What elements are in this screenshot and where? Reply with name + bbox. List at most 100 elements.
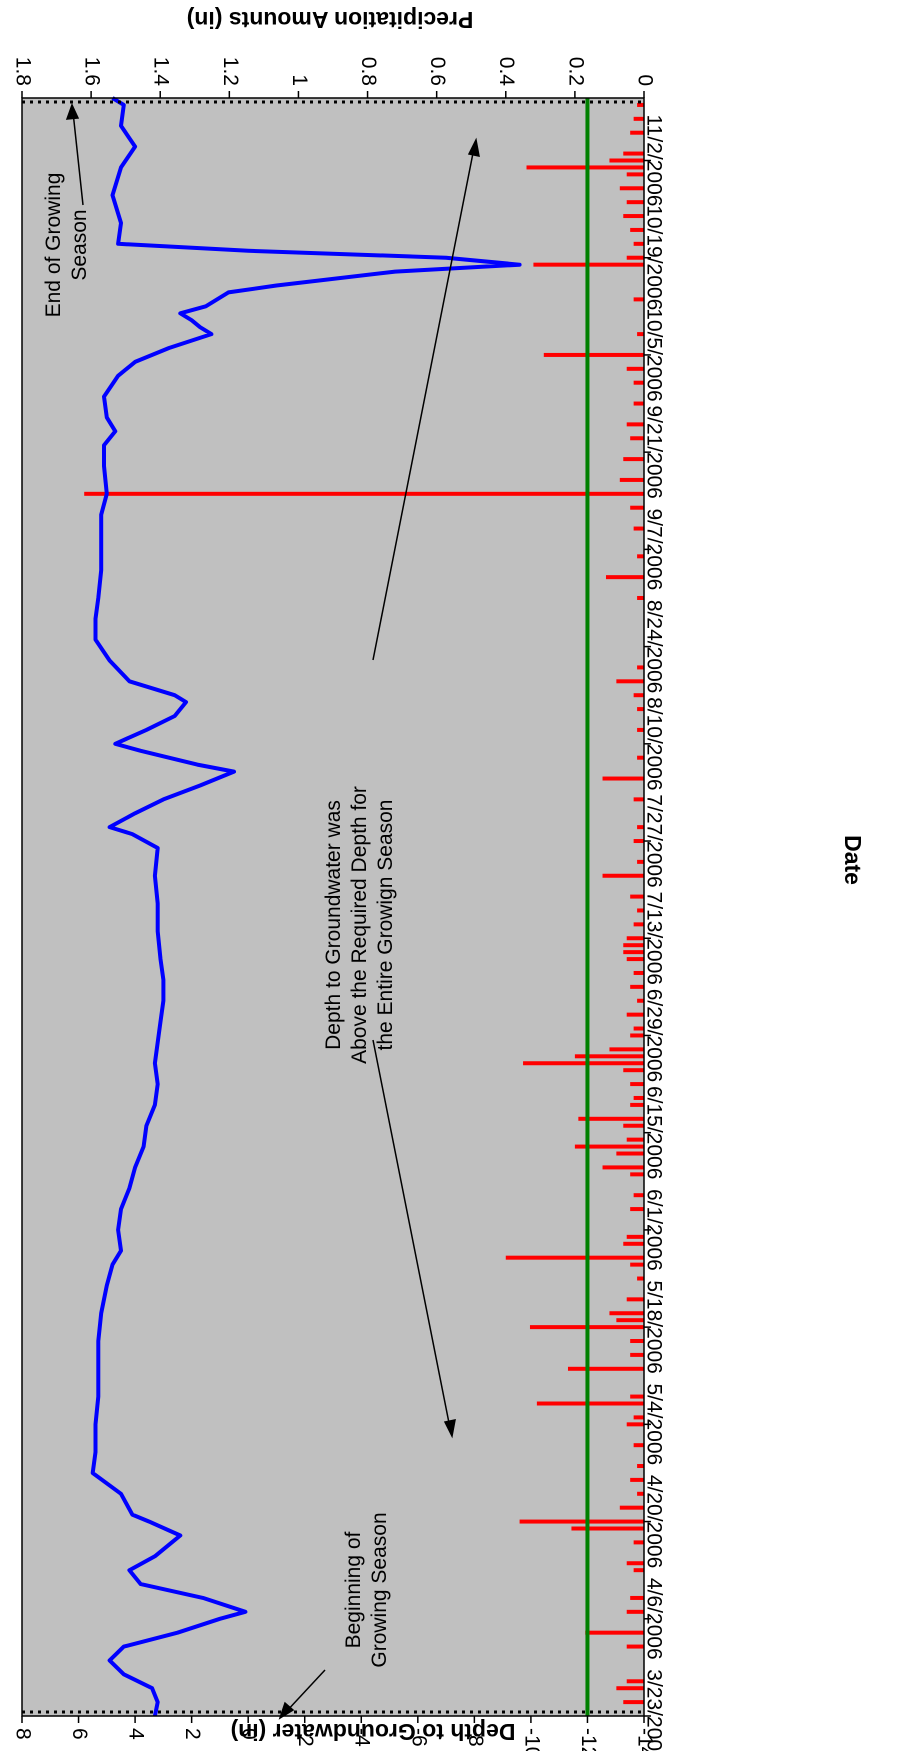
precip-bar-40 [623,1123,644,1128]
precip-bar-99 [609,158,644,163]
left-tick-label-9: -10 [520,1728,543,1751]
precip-bar-68 [637,755,644,760]
precip-bar-31 [623,1241,644,1246]
precip-bar-79 [84,491,644,496]
precip-bar-11 [519,1519,644,1524]
date-tick-label-6: 6/15/2006 [643,1086,666,1179]
arrow-end [72,111,84,206]
date-tick-label-7: 6/29/2006 [643,989,666,1082]
precip-bar-103 [637,102,644,107]
precip-bar-77 [633,526,644,531]
precip-bar-85 [633,380,644,385]
precip-bar-15 [637,1464,644,1469]
right-tick-label-3: 1.2 [219,57,242,86]
annotation-arrows [65,103,480,1720]
precip-bar-78 [630,505,644,510]
precip-bar-45 [623,1068,644,1073]
precip-bar-92 [633,241,644,246]
precip-bar-83 [626,422,644,427]
precip-bar-12 [619,1505,644,1510]
precip-bar-62 [602,873,644,878]
precip-bar-67 [602,776,644,781]
arrow-end-head [65,103,80,120]
right-axis-title: Precipitation Amounts (in) [187,7,474,33]
precip-bar-34 [633,1193,644,1198]
arrow-middle-down [372,1039,451,1429]
precip-bar-102 [633,116,644,121]
annotation-middle-line2: Above the Required Depth for [348,786,371,1064]
precip-bar-66 [633,797,644,802]
annotation-end: End of Growing Season [42,173,91,318]
annotation-middle: Depth to Groundwater was Above the Requi… [322,786,397,1064]
right-tick-label-9: 0 [633,74,656,86]
precip-bar-70 [637,707,644,712]
right-tick-label-7: 0.4 [495,57,518,87]
date-tick-label-13: 9/21/2006 [643,405,666,498]
left-tick-label-5: -2 [294,1728,317,1747]
precip-bar-84 [633,401,644,406]
precip-bar-98 [526,165,644,170]
precip-bar-43 [633,1095,644,1100]
left-axis-title: Depth to Groundwater (in) [231,1719,516,1745]
date-tick-label-8: 7/13/2006 [643,892,666,985]
left-tick-label-11: -14 [633,1728,656,1751]
precip-bar-8 [626,1561,644,1566]
precip-bar-28 [637,1276,644,1281]
precip-bar-17 [626,1422,644,1427]
precip-bar-69 [637,727,644,732]
precip-bar-48 [609,1047,644,1052]
x-axis-title: Date [840,835,866,885]
precip-bar-44 [630,1082,644,1087]
precip-bar-4 [585,1630,644,1635]
precip-bar-30 [505,1255,644,1260]
precip-bar-50 [633,1026,644,1031]
right-tick-label-1: 1.6 [81,57,104,86]
date-tick-label-14: 10/5/2006 [643,308,666,401]
precip-bar-36 [602,1165,644,1170]
date-tick-label-4: 5/18/2006 [643,1280,666,1373]
precip-bar-60 [637,908,644,913]
precip-bar-63 [637,859,644,864]
left-tick-label-8: -8 [464,1728,487,1747]
annotation-middle-line3: the Entire Growign Season [374,800,397,1051]
precip-bar-93 [630,227,644,232]
left-tick-label-4: 0 [238,1728,261,1740]
precip-bar-47 [574,1054,644,1059]
precip-bar-52 [637,998,644,1003]
precip-bar-53 [630,984,644,989]
precip-bar-25 [616,1318,644,1323]
precip-bar-14 [630,1477,644,1482]
date-tick-label-2: 4/20/2006 [643,1475,666,1568]
right-tick-label-4: 1 [288,74,311,86]
precip-bar-58 [626,936,644,941]
arrow-middle-up [372,147,475,661]
precip-bar-97 [626,172,644,177]
precip-bar-73 [637,665,644,670]
precip-bar-2 [626,1679,644,1684]
precip-bar-32 [626,1234,644,1239]
precip-bar-100 [623,151,644,156]
precip-bar-56 [623,950,644,955]
left-tick-label-7: -6 [407,1728,430,1747]
precip-bar-61 [630,894,644,899]
left-tick-label-10: -12 [577,1728,600,1751]
arrow-middle-down-head [443,1419,456,1439]
precip-bar-49 [630,1033,644,1038]
left-tick-label-2: 4 [125,1728,148,1740]
precip-bar-10 [571,1526,644,1531]
precip-bar-76 [637,554,644,559]
precip-bar-57 [623,943,644,948]
precip-bar-22 [630,1352,644,1357]
date-tick-label-16: 11/2/2006 [643,115,666,207]
precip-bar-74 [637,595,644,600]
annotation-end-line1: End of Growing [42,173,65,318]
precip-bar-27 [626,1297,644,1302]
precip-bar-59 [633,922,644,927]
precip-bar-1 [616,1686,644,1691]
precip-bar-35 [630,1172,644,1177]
precip-bar-5 [626,1609,644,1614]
precip-bar-95 [626,200,644,205]
axes: 8 6 4 2 0 -2 -4 -6 -8 -10 -12 -14 1.8 1.6 1.4 1.2 1 0.8 0.… [11,57,665,1751]
precip-bar-88 [637,332,644,337]
precip-bar-51 [626,1012,644,1017]
